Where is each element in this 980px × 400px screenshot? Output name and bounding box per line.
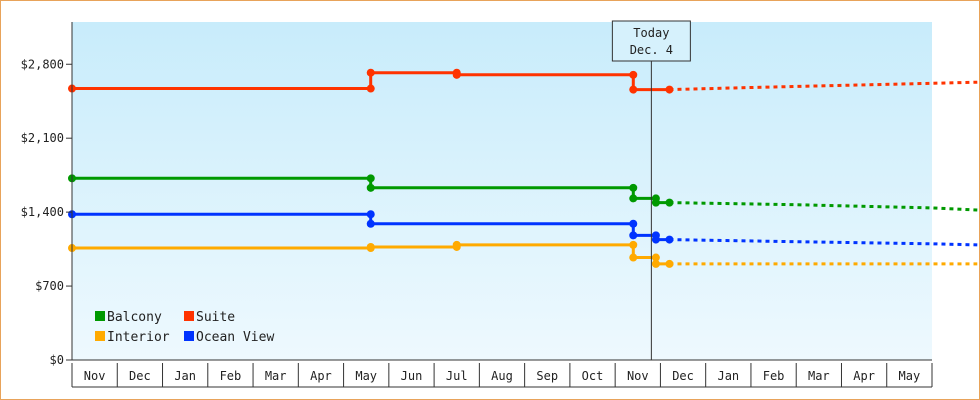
- series-point[interactable]: [665, 259, 674, 268]
- series-point[interactable]: [366, 174, 375, 183]
- series-interior: [68, 240, 978, 268]
- x-month-label: Apr: [853, 369, 875, 383]
- series-point[interactable]: [665, 85, 674, 94]
- y-tick-label: $0: [50, 353, 64, 367]
- x-month-label: Mar: [265, 369, 287, 383]
- x-month-label: Jul: [446, 369, 468, 383]
- series-point[interactable]: [651, 259, 660, 268]
- legend-item[interactable]: Ocean View: [184, 330, 274, 345]
- legend-item[interactable]: Suite: [184, 310, 235, 325]
- x-month-label: Feb: [763, 369, 785, 383]
- series-balcony: [68, 174, 978, 212]
- series-point[interactable]: [651, 253, 660, 262]
- series-point[interactable]: [629, 231, 638, 240]
- series-forecast-line: [669, 238, 978, 247]
- series-point[interactable]: [366, 183, 375, 192]
- x-month-label: Dec: [129, 369, 151, 383]
- series-point[interactable]: [452, 70, 461, 79]
- x-month-label: May: [899, 369, 921, 383]
- x-month-label: Mar: [808, 369, 830, 383]
- series-point[interactable]: [366, 242, 375, 251]
- y-tick-label: $1,400: [21, 205, 64, 219]
- series-ocean-view: [68, 210, 978, 247]
- series-point[interactable]: [366, 68, 375, 77]
- series-point[interactable]: [629, 85, 638, 94]
- today-label: Today: [633, 26, 669, 40]
- x-month-label: Nov: [84, 369, 106, 383]
- y-tick-label: $2,100: [21, 131, 64, 145]
- legend-label: Interior: [107, 330, 170, 345]
- y-tick-label: $2,800: [21, 57, 64, 71]
- legend-label: Balcony: [107, 310, 162, 325]
- series-point[interactable]: [629, 219, 638, 228]
- today-callout: [611, 20, 691, 62]
- series-point[interactable]: [629, 253, 638, 262]
- legend-swatch: [95, 331, 105, 341]
- legend-label: Suite: [196, 310, 235, 325]
- x-month-label: Apr: [310, 369, 332, 383]
- legend-label: Ocean View: [196, 330, 274, 345]
- x-month-label: Feb: [220, 369, 242, 383]
- series-point[interactable]: [629, 194, 638, 203]
- series-suite: [68, 68, 978, 94]
- series-point[interactable]: [665, 235, 674, 244]
- series-point[interactable]: [366, 84, 375, 93]
- series-point[interactable]: [629, 70, 638, 79]
- series-point[interactable]: [665, 198, 674, 207]
- series-point[interactable]: [366, 210, 375, 219]
- series-point[interactable]: [629, 183, 638, 192]
- plot-area: [72, 22, 932, 360]
- series-point[interactable]: [651, 235, 660, 244]
- legend-swatch: [184, 331, 194, 341]
- x-month-label: May: [355, 369, 377, 383]
- x-month-label: Oct: [582, 369, 604, 383]
- series-point[interactable]: [366, 219, 375, 228]
- x-month-label: Jan: [717, 369, 739, 383]
- x-month-label: Sep: [536, 369, 558, 383]
- series-point[interactable]: [629, 240, 638, 249]
- today-date-label: Dec. 4: [630, 43, 673, 57]
- series-point[interactable]: [651, 198, 660, 207]
- legend-swatch: [184, 311, 194, 321]
- x-month-label: Aug: [491, 369, 513, 383]
- x-month-label: Jan: [174, 369, 196, 383]
- x-month-label: Nov: [627, 369, 649, 383]
- series-point[interactable]: [452, 240, 461, 249]
- legend-item[interactable]: Interior: [95, 330, 170, 345]
- legend-item[interactable]: Balcony: [95, 310, 162, 325]
- legend-swatch: [95, 311, 105, 321]
- x-month-label: Dec: [672, 369, 694, 383]
- y-tick-label: $700: [35, 279, 64, 293]
- x-month-label: Jun: [401, 369, 423, 383]
